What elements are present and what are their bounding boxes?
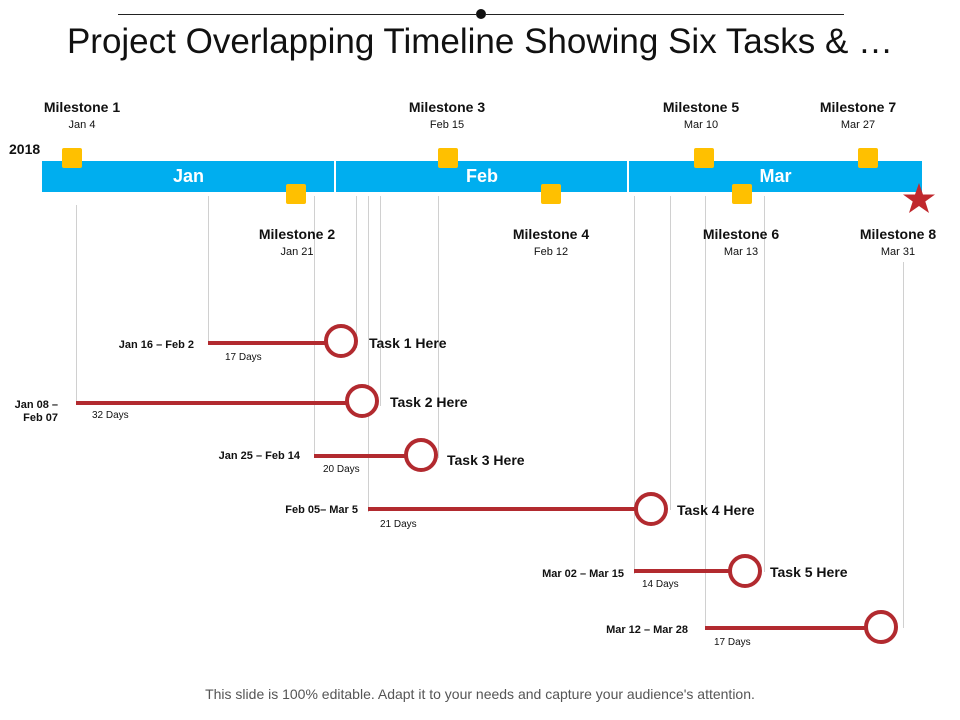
task-3-range: Jan 25 – Feb 14 (196, 450, 300, 463)
guide-line (438, 196, 439, 458)
guide-line (705, 196, 706, 628)
task-2-range: Jan 08 – Feb 07 (4, 399, 58, 425)
task-4-range: Feb 05– Mar 5 (262, 504, 358, 517)
milestone-3-label: Milestone 3 Feb 15 (387, 99, 507, 133)
milestone-4-marker (541, 184, 561, 204)
milestone-3-marker (438, 148, 458, 168)
month-mar: Mar (629, 161, 922, 192)
task-6-bar (705, 626, 868, 630)
task-3-duration: 20 Days (323, 464, 360, 475)
header-rule-right (486, 14, 844, 15)
guide-line (670, 196, 671, 510)
task-5-range: Mar 02 – Mar 15 (520, 568, 624, 581)
task-5-end-marker (728, 554, 762, 588)
milestone-date: Mar 27 (798, 117, 918, 133)
milestone-2-label: Milestone 2 Jan 21 (237, 226, 357, 260)
task-1-end-marker (324, 324, 358, 358)
timeline-band: Jan Feb Mar (42, 161, 922, 192)
task-6-end-marker (864, 610, 898, 644)
guide-line (368, 196, 369, 512)
milestone-6-marker (732, 184, 752, 204)
header-rule-left (118, 14, 476, 15)
milestone-name: Milestone 5 (641, 99, 761, 116)
task-2-label: Task 2 Here (390, 394, 468, 410)
milestone-7-label: Milestone 7 Mar 27 (798, 99, 918, 133)
task-3-label: Task 3 Here (447, 452, 525, 468)
milestone-name: Milestone 3 (387, 99, 507, 116)
milestone-name: Milestone 1 (22, 99, 142, 116)
milestone-date: Mar 31 (838, 244, 958, 260)
year-label: 2018 (9, 141, 40, 157)
task-3-end-marker (404, 438, 438, 472)
milestone-name: Milestone 6 (681, 226, 801, 243)
milestone-date: Jan 4 (22, 117, 142, 133)
milestone-5-label: Milestone 5 Mar 10 (641, 99, 761, 133)
milestone-date: Feb 15 (387, 117, 507, 133)
guide-line (76, 205, 77, 403)
task-4-duration: 21 Days (380, 519, 417, 530)
guide-line (380, 196, 381, 406)
task-1-duration: 17 Days (225, 352, 262, 363)
task-5-label: Task 5 Here (770, 564, 848, 580)
milestone-date: Feb 12 (491, 244, 611, 260)
milestone-name: Milestone 4 (491, 226, 611, 243)
page-title: Project Overlapping Timeline Showing Six… (0, 22, 960, 62)
milestone-6-label: Milestone 6 Mar 13 (681, 226, 801, 260)
task-1-range: Jan 16 – Feb 2 (94, 339, 194, 352)
milestone-8-label: Milestone 8 Mar 31 (838, 226, 958, 260)
milestone-name: Milestone 2 (237, 226, 357, 243)
milestone-8-star-icon (902, 182, 936, 216)
task-4-bar (368, 507, 638, 511)
milestone-date: Mar 13 (681, 244, 801, 260)
task-4-end-marker (634, 492, 668, 526)
milestone-2-marker (286, 184, 306, 204)
guide-line (356, 196, 357, 348)
guide-line (634, 196, 635, 574)
task-1-bar (208, 341, 328, 345)
task-2-duration: 32 Days (92, 410, 129, 421)
task-5-bar (634, 569, 730, 573)
task-4-label: Task 4 Here (677, 502, 755, 518)
milestone-7-marker (858, 148, 878, 168)
task-5-duration: 14 Days (642, 579, 679, 590)
header-dot (476, 9, 486, 19)
milestone-date: Jan 21 (237, 244, 357, 260)
task-2-bar (76, 401, 349, 405)
milestone-name: Milestone 8 (838, 226, 958, 243)
milestone-1-label: Milestone 1 Jan 4 (22, 99, 142, 133)
task-1-label: Task 1 Here (369, 335, 447, 351)
footer-note: This slide is 100% editable. Adapt it to… (0, 686, 960, 702)
task-6-duration: 17 Days (714, 637, 751, 648)
task-3-bar (314, 454, 408, 458)
milestone-name: Milestone 7 (798, 99, 918, 116)
month-feb: Feb (336, 161, 628, 192)
task-6-range: Mar 12 – Mar 28 (584, 624, 688, 637)
guide-line (208, 196, 209, 344)
milestone-date: Mar 10 (641, 117, 761, 133)
milestone-1-marker (62, 148, 82, 168)
guide-line (903, 262, 904, 628)
milestone-4-label: Milestone 4 Feb 12 (491, 226, 611, 260)
task-2-end-marker (345, 384, 379, 418)
milestone-5-marker (694, 148, 714, 168)
